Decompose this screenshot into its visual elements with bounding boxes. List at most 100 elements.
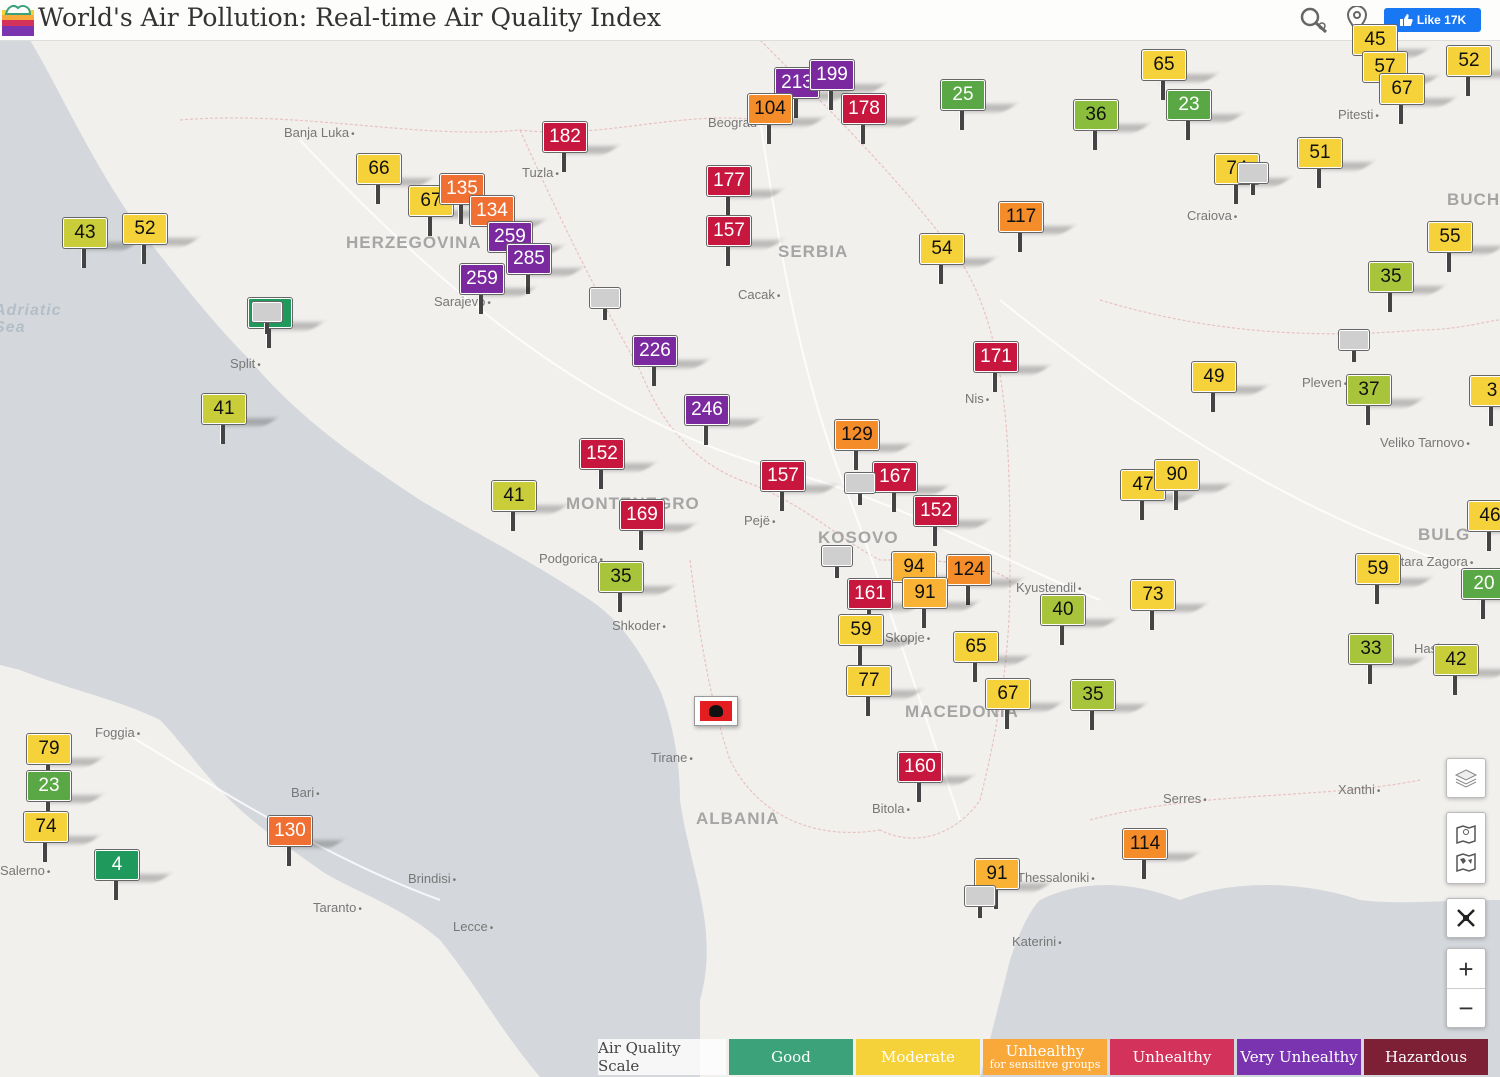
map-pin-icon[interactable]	[1454, 822, 1478, 846]
marker-stick	[113, 876, 118, 900]
aqi-value[interactable]: 20	[1462, 569, 1500, 599]
aqi-value[interactable]: 51	[1298, 138, 1342, 168]
aqi-value[interactable]: 52	[123, 214, 167, 244]
aqi-value[interactable]: 114	[1123, 829, 1167, 859]
no-data-box[interactable]	[590, 288, 620, 308]
city-label: Craiova	[1187, 208, 1237, 223]
aqi-value[interactable]: 23	[1167, 90, 1211, 120]
city-label: Skopje	[885, 630, 930, 645]
aqi-value[interactable]: 59	[1356, 554, 1400, 584]
city-label: Tuzla	[522, 165, 559, 180]
aqi-value[interactable]: 36	[1074, 100, 1118, 130]
aqi-value[interactable]: 94	[892, 552, 936, 582]
aqi-value[interactable]: 45	[1353, 25, 1397, 55]
aqi-value[interactable]: 167	[873, 462, 917, 492]
aqi-value[interactable]: 117	[999, 202, 1043, 232]
no-data-box[interactable]	[1339, 330, 1369, 350]
aqi-value[interactable]: 177	[707, 166, 751, 196]
zoom-in-button[interactable]: +	[1447, 950, 1485, 989]
no-data-box[interactable]	[1238, 163, 1268, 183]
aqi-value[interactable]: 129	[835, 420, 879, 450]
aqi-value[interactable]: 199	[810, 60, 854, 90]
no-data-box[interactable]	[845, 473, 875, 493]
marker-stick	[857, 641, 862, 665]
fullscreen-button[interactable]	[1446, 898, 1486, 938]
aqi-value[interactable]: 74	[24, 812, 68, 842]
aqi-value[interactable]: 124	[947, 555, 991, 585]
aqi-value[interactable]: 66	[357, 154, 401, 184]
city-label: Beograd	[708, 115, 763, 130]
aqi-value[interactable]: 134	[470, 196, 514, 226]
aqi-value[interactable]: 73	[1131, 580, 1175, 610]
no-data-box[interactable]	[822, 546, 852, 566]
aqi-value[interactable]: 42	[1434, 645, 1478, 675]
aqi-value[interactable]: 35	[599, 562, 643, 592]
aqi-value[interactable]: 79	[27, 734, 71, 764]
aqi-value[interactable]: 35	[1071, 680, 1115, 710]
aqi-value[interactable]: 90	[1155, 460, 1199, 490]
marker-stick	[1365, 401, 1370, 425]
aqi-value[interactable]: 59	[839, 615, 883, 645]
aqi-value[interactable]: 67	[1380, 74, 1424, 104]
aqi-value[interactable]: 49	[1192, 362, 1236, 392]
aqi-value[interactable]: 25	[941, 80, 985, 110]
no-data-box[interactable]	[965, 886, 995, 906]
no-data-box[interactable]	[252, 302, 282, 322]
marker-stick	[638, 526, 643, 550]
aqi-value[interactable]: 46	[1468, 501, 1500, 531]
city-label: Bitola	[872, 801, 910, 816]
city-label: Sarajevo	[434, 294, 491, 309]
aqi-value[interactable]: 246	[685, 395, 729, 425]
aqi-value[interactable]: 152	[580, 439, 624, 469]
aqi-value[interactable]: 91	[903, 578, 947, 608]
aqi-value[interactable]: 169	[620, 500, 664, 530]
aqi-value[interactable]: 182	[543, 122, 587, 152]
aqi-value[interactable]: 33	[1349, 634, 1393, 664]
aqi-value[interactable]: 65	[1142, 50, 1186, 80]
aqi-value[interactable]: 161	[848, 579, 892, 609]
aqi-value[interactable]: 40	[1041, 595, 1085, 625]
aqi-value[interactable]: 91	[975, 859, 1019, 889]
scale-level: Unhealthy	[1110, 1039, 1234, 1075]
aqi-value[interactable]: 160	[898, 752, 942, 782]
aqi-value[interactable]: 157	[707, 216, 751, 246]
aqi-value[interactable]: 65	[954, 632, 998, 662]
aqi-value[interactable]: 135	[440, 174, 484, 204]
aqi-value[interactable]: 54	[920, 234, 964, 264]
aqi-value[interactable]: 104	[748, 94, 792, 124]
aqi-value[interactable]: 4	[95, 850, 139, 880]
aqi-value[interactable]: 285	[507, 244, 551, 274]
scale-level-label: Very Unhealthy	[1240, 1047, 1358, 1066]
aqi-value[interactable]: 130	[268, 816, 312, 846]
thumbs-up-icon	[1399, 14, 1413, 26]
aqi-value[interactable]: 67	[986, 679, 1030, 709]
aqi-value[interactable]: 23	[27, 771, 71, 801]
aqi-value[interactable]: 171	[974, 342, 1018, 372]
aqi-value[interactable]: 3	[1470, 376, 1500, 406]
aqi-value[interactable]: 77	[847, 666, 891, 696]
aqi-value[interactable]: 37	[1347, 375, 1391, 405]
aqi-value[interactable]: 41	[492, 481, 536, 511]
search-icon[interactable]	[1298, 6, 1332, 34]
city-label: Foggia	[95, 725, 140, 740]
aqi-value[interactable]: 178	[842, 94, 886, 124]
zoom-out-button[interactable]: −	[1458, 992, 1474, 1023]
albania-flag[interactable]	[694, 696, 738, 726]
aqi-value[interactable]: 55	[1428, 222, 1472, 252]
aqi-value[interactable]: 41	[202, 394, 246, 424]
layers-button[interactable]	[1446, 758, 1486, 798]
aqi-value[interactable]: 43	[63, 218, 107, 248]
aqi-value[interactable]: 35	[1369, 262, 1413, 292]
aqi-value[interactable]: 157	[761, 461, 805, 491]
aqi-value[interactable]: 226	[633, 336, 677, 366]
aqi-value[interactable]: 52	[1447, 46, 1491, 76]
facebook-like-button[interactable]: Like 17K	[1384, 8, 1481, 32]
world-map-icon[interactable]	[1454, 850, 1478, 874]
location-pin-icon[interactable]	[1344, 6, 1370, 34]
marker-stick	[45, 797, 50, 821]
aqi-value[interactable]: 259	[460, 264, 504, 294]
city-label: Brindisi	[408, 871, 456, 886]
aqi-value[interactable]: 152	[914, 496, 958, 526]
city-label: Tirane	[651, 750, 693, 765]
